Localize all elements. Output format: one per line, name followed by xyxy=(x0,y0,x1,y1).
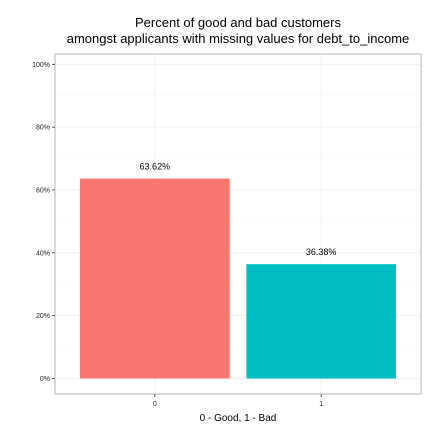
y-tick-label: 20% xyxy=(36,313,50,320)
y-tick-label: 60% xyxy=(36,187,50,194)
x-axis-title: 0 - Good, 1 - Bad xyxy=(200,413,277,424)
value-label-0: 63.62% xyxy=(140,162,171,172)
x-tick-label: 0 xyxy=(153,401,157,408)
value-label-1: 36.38% xyxy=(306,247,337,257)
chart-title-line-1: Percent of good and bad customers xyxy=(135,15,341,30)
y-tick-label: 100% xyxy=(32,62,50,69)
data-labels: 63.62% 36.38% xyxy=(140,162,337,258)
y-tick-label: 40% xyxy=(36,250,50,257)
x-tick-label: 1 xyxy=(319,401,323,408)
chart-title-line-2: amongst applicants with missing values f… xyxy=(67,31,410,46)
y-tick-label: 80% xyxy=(36,125,50,132)
bars xyxy=(79,178,397,379)
y-tick-label: 0% xyxy=(40,376,50,383)
bar-1 xyxy=(246,264,397,379)
y-axis: 0% 20% 40% 60% 80% 100% xyxy=(32,62,55,383)
bar-0 xyxy=(79,178,230,379)
